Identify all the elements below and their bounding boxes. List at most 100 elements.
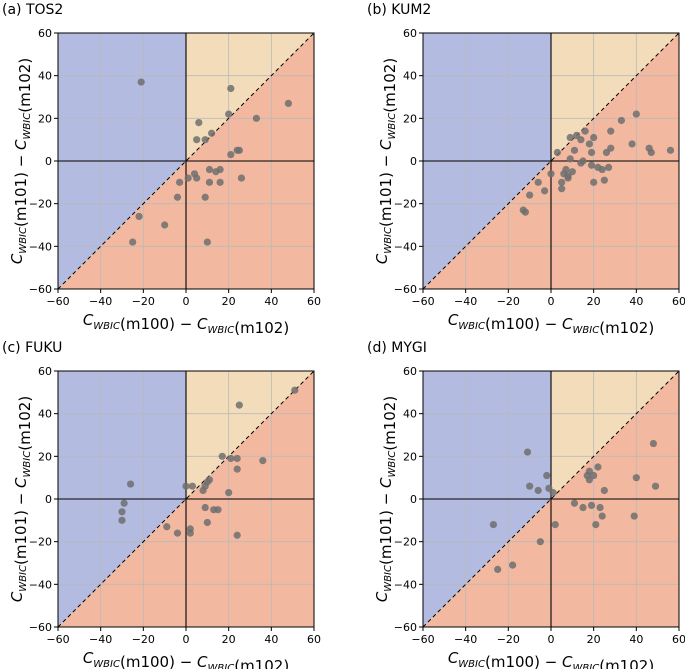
data-point [173, 193, 182, 201]
x-tick-label: 40 [264, 295, 278, 308]
x-tick-label: −60 [411, 633, 434, 646]
panel-title: (d) MYGI [367, 340, 427, 356]
data-point [647, 148, 655, 157]
y-tick-label: 0 [410, 493, 417, 506]
y-tick-label: 20 [38, 450, 52, 463]
data-point [182, 482, 190, 490]
data-point [649, 439, 657, 448]
panel-mygi: (d) MYGI −60 −40 −20 0 20 40 60 −60 −40 −20 0 20 40 6… [365, 338, 685, 669]
x-tick-label: −20 [497, 295, 520, 308]
data-point [570, 146, 579, 154]
plot-area [423, 371, 679, 627]
data-point [551, 521, 559, 529]
data-point [193, 136, 201, 144]
data-point [630, 512, 638, 520]
panel-kum2: (b) KUM2 −60 −40 −20 0 20 40 60 −60 −40 −20 0 20 40 6… [365, 0, 685, 337]
data-point [617, 116, 625, 125]
panel-title: (c) FUKU [2, 340, 63, 356]
panel-fuku: (c) FUKU −60 −40 −20 0 20 40 60 −60 −40 −20 0 20 40 6… [0, 338, 342, 669]
data-point [201, 193, 209, 201]
data-point [581, 127, 589, 135]
data-point [579, 503, 587, 512]
data-point [233, 454, 241, 463]
scatter-chart: −60 −40 −20 0 20 40 60 −60 −40 −20 0 20 40 60 CWBIC(m1… [8, 27, 321, 337]
data-point [225, 110, 233, 118]
y-tick-label: 0 [45, 493, 52, 506]
data-point [632, 110, 640, 118]
y-axis-label: CWBIC(m101) − CWBIC(m102) [8, 58, 34, 264]
y-tick-label: −20 [394, 536, 417, 549]
x-tick-label: −60 [411, 295, 434, 308]
data-point [585, 140, 593, 148]
y-tick-label: 60 [403, 27, 417, 40]
data-point [203, 238, 211, 246]
y-tick-label: 60 [403, 365, 417, 378]
data-point [225, 489, 233, 497]
data-point [526, 482, 534, 490]
y-tick-label: −60 [29, 621, 52, 634]
x-tick-label: 40 [264, 633, 278, 646]
data-point [489, 521, 497, 529]
x-tick-label: 0 [183, 295, 190, 308]
x-tick-label: −20 [132, 295, 155, 308]
x-tick-label: 20 [222, 295, 236, 308]
y-tick-label: 40 [38, 408, 52, 421]
data-point [186, 529, 194, 537]
diagonal-line [58, 33, 314, 289]
data-point [566, 133, 574, 142]
x-tick-label: −40 [454, 633, 477, 646]
y-tick-label: −40 [29, 578, 52, 591]
diagonal-line [58, 371, 314, 627]
data-point [161, 221, 169, 229]
data-point [129, 238, 137, 246]
data-point [547, 170, 555, 178]
data-point [201, 136, 209, 144]
data-point [233, 465, 241, 473]
x-tick-label: −20 [497, 633, 520, 646]
y-tick-label: 60 [38, 27, 52, 40]
data-point [205, 165, 214, 174]
plot-area [58, 33, 314, 289]
data-point [558, 185, 566, 193]
x-tick-label: 60 [307, 295, 321, 308]
y-tick-label: −20 [394, 198, 417, 211]
x-tick-label: 20 [222, 633, 236, 646]
x-tick-label: −60 [46, 295, 69, 308]
data-point [203, 518, 211, 527]
y-tick-label: 20 [403, 450, 417, 463]
x-tick-label: −40 [89, 633, 112, 646]
data-point [120, 499, 128, 507]
data-point [227, 151, 235, 159]
data-point [566, 155, 574, 163]
data-point [600, 176, 608, 184]
data-point [526, 191, 534, 199]
data-point [590, 178, 598, 186]
data-point [598, 512, 606, 520]
data-point [568, 168, 576, 176]
x-tick-label: 0 [548, 295, 555, 308]
data-point [590, 471, 598, 480]
data-point [218, 452, 226, 460]
data-point [205, 476, 214, 484]
y-tick-label: 40 [403, 70, 417, 83]
data-point [118, 516, 126, 524]
data-point [553, 148, 561, 157]
data-point [541, 187, 549, 195]
y-tick-label: −20 [29, 536, 52, 549]
x-axis-label: CWBIC(m100) − CWBIC(m102) [83, 649, 289, 669]
y-axis-label: CWBIC(m101) − CWBIC(m102) [8, 396, 34, 602]
plot-area [423, 33, 679, 289]
x-tick-label: 60 [307, 633, 321, 646]
data-point [259, 457, 267, 465]
x-tick-label: 20 [587, 295, 601, 308]
data-point [509, 561, 517, 569]
data-point [587, 501, 596, 509]
data-point [205, 178, 214, 186]
data-point [188, 482, 196, 490]
data-point [607, 127, 615, 135]
diagonal-line [423, 371, 679, 627]
data-point [605, 163, 613, 171]
data-point [163, 523, 171, 531]
y-tick-label: 40 [38, 70, 52, 83]
data-point [558, 178, 566, 186]
